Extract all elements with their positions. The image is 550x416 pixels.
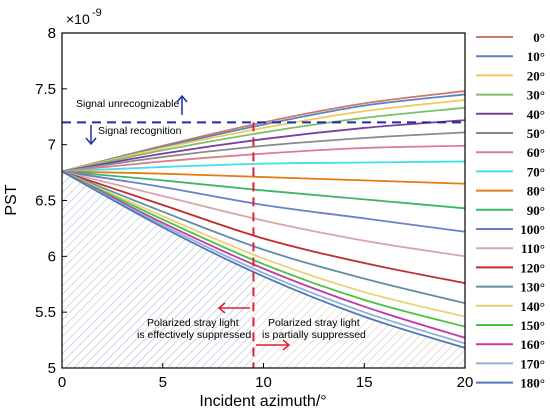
y-tick-label: 6.5 [35, 193, 56, 210]
series-line-11 [62, 170, 465, 258]
y-tick-label: 5.5 [35, 304, 56, 321]
y-multiplier-exponent: -9 [92, 7, 102, 19]
annotation-signal-recognition: Signal recognition [98, 125, 182, 137]
legend-label: 150° [520, 318, 545, 333]
legend-label: 90° [527, 203, 545, 218]
legend-label: 140° [520, 299, 545, 314]
x-tick-label: 5 [159, 374, 167, 391]
series-line-12 [62, 170, 465, 285]
series-line-4 [62, 119, 465, 173]
legend-label: 110° [521, 241, 545, 256]
reference-lines [62, 121, 465, 368]
annotation-suppressed-right-line2: is partially suppressed [262, 329, 366, 341]
y-axis-ticks: 5 5.5 6 6.5 7 7.5 8 [35, 25, 67, 377]
legend-label: 130° [520, 280, 545, 295]
y-multiplier-base: ×10 [66, 11, 90, 27]
y-tick-label: 7.5 [35, 81, 56, 98]
series-line-5 [62, 131, 465, 173]
x-axis-title: Incident azimuth/° [199, 393, 326, 410]
legend-label: 60° [527, 145, 545, 160]
series-line-3 [62, 106, 465, 173]
legend-label: 170° [520, 356, 545, 371]
x-axis-ticks: 0 5 10 15 20 [58, 363, 474, 391]
series-line-17 [62, 170, 465, 345]
legend-label: 120° [520, 260, 545, 275]
legend-label: 160° [520, 337, 545, 352]
arrow-left-icon [217, 302, 250, 314]
legend-label: 80° [527, 184, 545, 199]
x-tick-label: 20 [457, 374, 474, 391]
series-line-10 [62, 170, 465, 233]
legend-label: 30° [527, 88, 545, 103]
series-line-8 [62, 170, 465, 185]
legend: 0° 10° 20° 30° 40° 50° 60° 70° 80° 90° 100° 110° 120… [476, 30, 545, 391]
series-line-2 [62, 99, 465, 173]
x-tick-label: 0 [58, 374, 66, 391]
legend-label: 70° [527, 164, 545, 179]
legend-label: 0° [533, 30, 545, 45]
series-line-16 [62, 170, 465, 339]
y-tick-label: 5 [48, 360, 56, 377]
arrow-down-icon [85, 125, 97, 146]
legend-label: 40° [527, 107, 545, 122]
series-line-6 [62, 144, 465, 173]
annotation-suppressed-left-line2: is effectively suppressed [137, 329, 251, 341]
annotation-signal-unrecognizable: Signal unrecognizable [76, 98, 179, 110]
y-tick-label: 7 [48, 137, 56, 154]
annotation-suppressed-left-line1: Polarized stray light [147, 317, 239, 329]
series-lines [62, 90, 465, 349]
legend-label: 180° [520, 376, 545, 391]
series-line-13 [62, 170, 465, 305]
legend-label: 20° [527, 68, 545, 83]
x-tick-label: 15 [356, 374, 373, 391]
y-tick-label: 8 [48, 25, 56, 42]
arrow-right-icon [256, 339, 291, 351]
y-tick-label: 6 [48, 248, 56, 265]
series-line-7 [62, 160, 465, 173]
legend-label: 100° [520, 222, 545, 237]
y-axis-title: PST [3, 184, 20, 215]
x-tick-label: 10 [255, 374, 272, 391]
series-line-9 [62, 170, 465, 210]
annotation-suppressed-right-line1: Polarized stray light [268, 317, 360, 329]
series-line-18 [62, 170, 465, 349]
legend-label: 10° [527, 49, 545, 64]
legend-label: 50° [527, 126, 545, 141]
series-line-15 [62, 170, 465, 328]
series-line-14 [62, 170, 465, 318]
arrow-up-icon [176, 94, 188, 115]
